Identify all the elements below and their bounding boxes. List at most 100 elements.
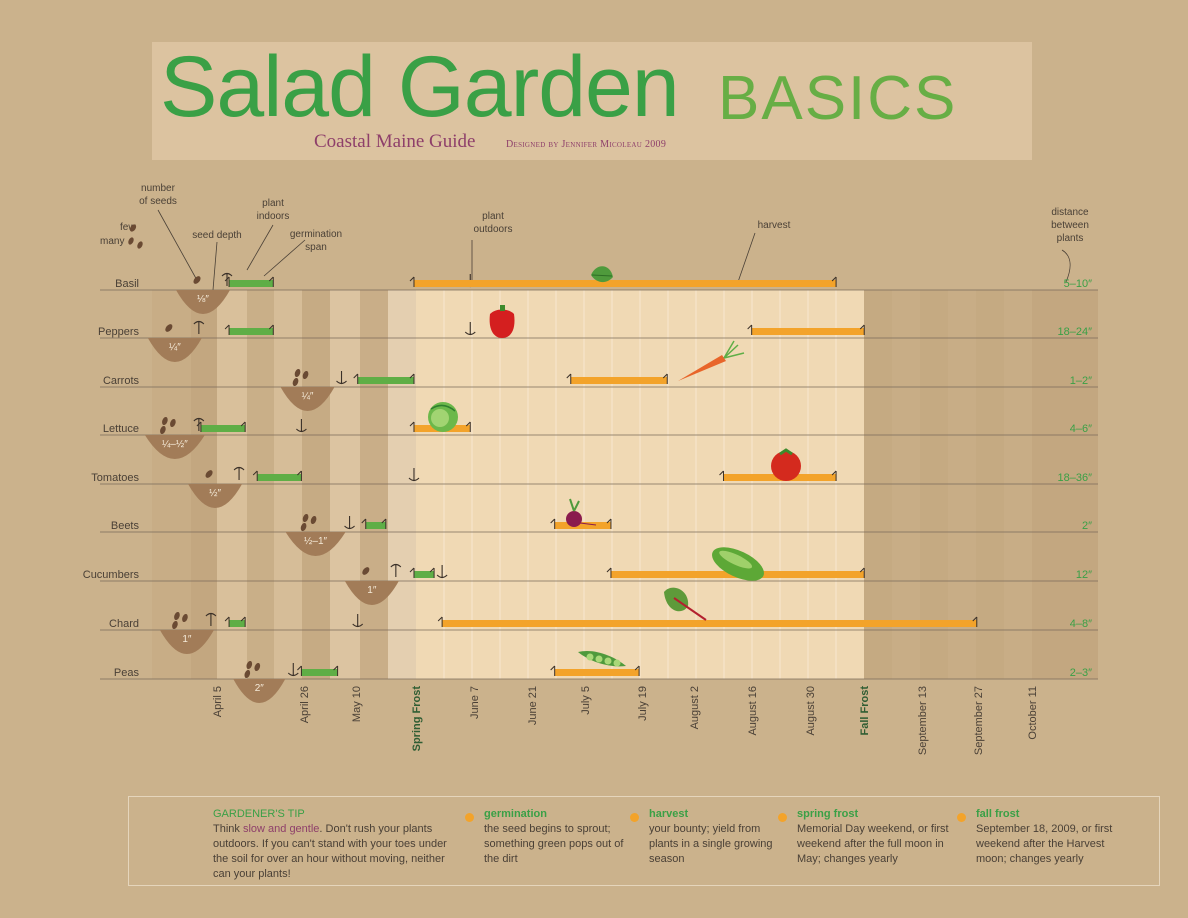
germination-bar bbox=[229, 280, 274, 287]
seed-icon-few bbox=[129, 224, 137, 232]
harvest-end-tip bbox=[859, 324, 865, 330]
x-tick-label: Fall Frost bbox=[859, 686, 871, 736]
plant-outdoors-marker bbox=[464, 322, 476, 336]
plant-spacing: 1–2″ bbox=[1070, 375, 1092, 387]
plant-outdoors-marker bbox=[436, 565, 448, 579]
germination-bar bbox=[257, 474, 302, 481]
plant-indoors-marker bbox=[390, 563, 402, 577]
germination-end-tip bbox=[240, 421, 246, 427]
legend-germination-span: germination span bbox=[290, 229, 342, 253]
tip-post: . Don't rush your plants outdoors. If yo… bbox=[213, 823, 447, 880]
seed-icons-many bbox=[292, 368, 309, 387]
carrot-icon bbox=[678, 340, 745, 381]
germination-start-tip bbox=[252, 470, 258, 476]
month-bands bbox=[152, 290, 1098, 679]
key-spring-frost: spring frost Memorial Day weekend, or fi… bbox=[797, 807, 949, 867]
soil-mound bbox=[159, 630, 214, 654]
plant-outdoors-marker bbox=[336, 371, 347, 385]
spring-frost-key-dot bbox=[778, 813, 787, 822]
harvest-end-tip bbox=[634, 665, 640, 671]
key-germination: germination the seed begins to sprout; s… bbox=[484, 807, 624, 867]
seed-icons-many bbox=[172, 611, 188, 630]
plant-spacing: 18–36″ bbox=[1058, 472, 1093, 484]
key-text: your bounty; yield from plants in a sing… bbox=[649, 823, 773, 865]
germination-end-tip bbox=[429, 567, 435, 573]
soil-mound bbox=[285, 532, 346, 556]
seed-icons-few bbox=[193, 276, 201, 284]
seed-depth-label: ½–1″ bbox=[304, 536, 327, 547]
x-tick-label: August 30 bbox=[805, 686, 817, 736]
plant-indoors-marker bbox=[221, 272, 233, 286]
harvest-start-tip bbox=[606, 567, 612, 573]
month-band bbox=[948, 290, 976, 679]
pointer-harvest bbox=[737, 232, 756, 283]
legend-harvest: harvest bbox=[758, 220, 791, 231]
pea-pod-icon bbox=[578, 650, 626, 667]
key-title: harvest bbox=[649, 808, 689, 820]
planting-chart: number of seeds few many seed depth plant… bbox=[83, 183, 1098, 755]
germination-end-tip bbox=[240, 616, 246, 622]
month-band bbox=[274, 290, 302, 679]
month-band bbox=[247, 290, 274, 679]
plant-spacing: 2″ bbox=[1082, 520, 1092, 532]
germination-start-tip bbox=[224, 276, 230, 282]
plant-spacing: 5–10″ bbox=[1064, 278, 1092, 290]
harvest-bar bbox=[751, 328, 865, 335]
month-band bbox=[302, 290, 330, 679]
page-title-accent: BASICS bbox=[718, 64, 958, 133]
crop-row-peas: Peas 2″ 2–3″ bbox=[100, 650, 1098, 703]
seed-depth-label: 1″ bbox=[182, 634, 192, 645]
pointer-depth bbox=[212, 241, 218, 291]
plant-spacing: 2–3″ bbox=[1070, 667, 1092, 679]
plant-indoors-marker bbox=[193, 320, 205, 334]
key-title: spring frost bbox=[797, 808, 859, 820]
crop-row-cucumbers: Cucumbers 1″ 12″ bbox=[83, 547, 1098, 605]
soil-mound bbox=[144, 435, 205, 459]
harvest-bar bbox=[442, 620, 977, 627]
month-band bbox=[1004, 290, 1032, 679]
plant-indoors-marker bbox=[193, 417, 205, 431]
legend-many-label: many bbox=[100, 236, 124, 247]
seed-icons-many bbox=[244, 660, 261, 679]
month-band bbox=[330, 290, 360, 679]
lettuce-icon bbox=[428, 402, 458, 432]
crop-row-lettuce: Lettuce ¼–½″ 4–6″ bbox=[100, 402, 1098, 459]
month-band bbox=[892, 290, 920, 679]
plant-outdoors-marker bbox=[352, 614, 364, 628]
crop-name: Basil bbox=[115, 278, 139, 290]
page-subtitle: Coastal Maine Guide bbox=[314, 131, 476, 152]
seed-icon-many-1 bbox=[128, 237, 134, 245]
title-banner bbox=[152, 42, 1032, 160]
tip-column: GARDENER'S TIP Think slow and gentle. Do… bbox=[213, 807, 463, 882]
germination-bar bbox=[200, 425, 246, 432]
germination-bar bbox=[357, 377, 414, 384]
harvest-end-tip bbox=[972, 616, 978, 622]
tip-highlight: slow and gentle bbox=[242, 823, 320, 835]
month-band bbox=[388, 290, 416, 679]
designer-credit: Designed by Jennifer Micoleau 2009 bbox=[506, 139, 667, 150]
plant-spacing: 4–6″ bbox=[1070, 423, 1092, 435]
harvest-start-tip bbox=[566, 373, 572, 379]
x-tick-label: October 11 bbox=[1027, 686, 1039, 740]
seed-icons-few bbox=[165, 324, 173, 332]
key-title: fall frost bbox=[976, 808, 1020, 820]
plant-outdoors-marker bbox=[287, 663, 299, 677]
harvest-bar bbox=[554, 669, 640, 676]
seed-depth-label: ⅛″ bbox=[197, 294, 209, 305]
x-tick-label: August 16 bbox=[747, 686, 759, 736]
basil-leaf-icon bbox=[591, 266, 613, 283]
crop-row-beets: Beets ½–1″ 2″ bbox=[100, 498, 1098, 556]
crop-rows: Basil ⅛″ 5–10″ Peppers ¼″ 18–24″ Carrots ¼″ 1–2″… bbox=[83, 266, 1098, 703]
harvest-end-tip bbox=[831, 470, 837, 476]
seed-depth-label: ½″ bbox=[209, 488, 221, 499]
crop-name: Peppers bbox=[98, 326, 139, 338]
soil-mound bbox=[188, 484, 243, 508]
harvest-end-tip bbox=[859, 567, 865, 573]
germination-bar bbox=[229, 620, 246, 627]
plant-spacing: 4–8″ bbox=[1070, 618, 1092, 630]
harvest-end-tip bbox=[662, 373, 668, 379]
germination-end-tip bbox=[409, 373, 415, 379]
chart-legend: number of seeds few many seed depth plant… bbox=[100, 183, 1089, 291]
legend-number-of-seeds: number of seeds bbox=[139, 183, 177, 207]
crop-name: Tomatoes bbox=[91, 472, 139, 484]
